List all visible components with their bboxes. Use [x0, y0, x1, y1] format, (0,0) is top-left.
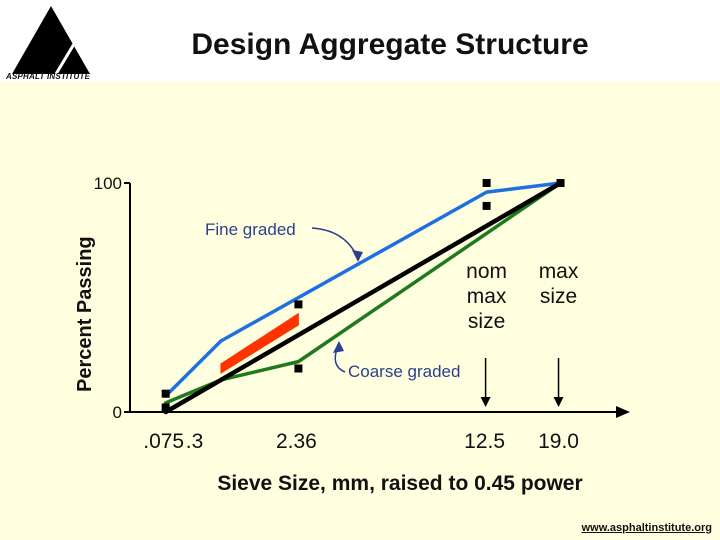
- fine-graded-label: Fine graded: [205, 220, 296, 239]
- coarse-graded-line: [163, 181, 563, 405]
- logo-text: ASPHALT INSTITUTE: [6, 72, 91, 81]
- fine-graded-arrowhead: [352, 250, 363, 262]
- nom-max-size-label: size: [468, 310, 505, 333]
- y-tick-label: 0: [113, 403, 122, 422]
- nom-max-size-label: max: [467, 285, 507, 308]
- x-tick-label: 12.5: [464, 430, 505, 453]
- restricted-zone: [220, 313, 299, 374]
- control-point-marker: [482, 201, 491, 210]
- page-title: Design Aggregate Structure: [191, 28, 589, 61]
- control-point-marker: [482, 179, 491, 187]
- footer-url[interactable]: www.asphaltinstitute.org: [581, 522, 712, 534]
- y-tick-label: 100: [94, 174, 122, 193]
- control-point-marker: [161, 389, 170, 398]
- fine-graded-arrow: [311, 227, 359, 259]
- y-axis-label: Percent Passing: [74, 236, 96, 392]
- fine-graded-line: [163, 181, 563, 398]
- asphalt-institute-logo: [12, 6, 90, 75]
- x-tick-label: .075: [143, 430, 184, 453]
- x-axis-arrow: [616, 406, 630, 418]
- max-density-line: [163, 180, 563, 415]
- control-point-marker: [556, 179, 565, 187]
- x-tick-label: .3: [186, 430, 204, 453]
- max-size-label: size: [540, 285, 577, 308]
- control-point-marker: [294, 300, 303, 309]
- x-tick-label: 19.0: [538, 430, 579, 453]
- x-tick-label: 2.36: [276, 430, 317, 453]
- nom-max-size-arrowhead: [480, 397, 491, 407]
- control-point-marker: [161, 403, 170, 412]
- max-size-arrowhead: [553, 397, 564, 407]
- max-size-label: max: [539, 260, 579, 283]
- coarse-graded-label: Coarse graded: [348, 362, 460, 381]
- coarse-graded-arrowhead: [333, 341, 344, 353]
- x-axis-label: Sieve Size, mm, raised to 0.45 power: [217, 472, 583, 495]
- nom-max-size-label: nom: [466, 260, 507, 283]
- header-band: [0, 0, 720, 82]
- control-point-marker: [294, 364, 303, 373]
